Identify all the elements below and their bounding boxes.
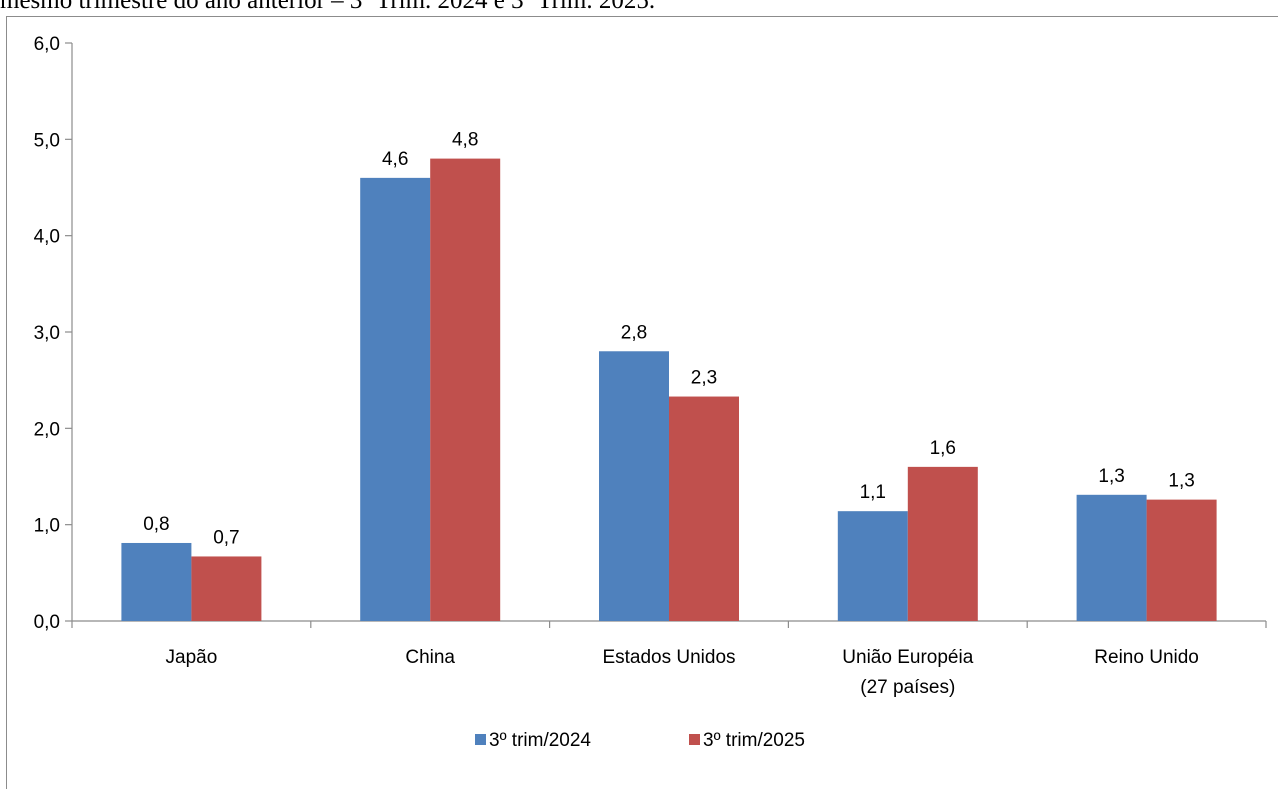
figure-caption: mesmo trimestre do ano anterior – 3º Tri… — [0, 0, 656, 14]
bar — [430, 158, 501, 621]
bar — [907, 466, 978, 621]
y-tick-label: 5,0 — [34, 130, 60, 151]
category-label: (27 países) — [860, 677, 955, 698]
bar — [360, 177, 431, 621]
data-label: 1,1 — [860, 482, 886, 503]
data-label: 1,3 — [1168, 471, 1194, 492]
category-label: China — [405, 647, 455, 668]
y-tick-label: 3,0 — [34, 323, 60, 344]
bar — [121, 542, 192, 621]
y-tick-label: 1,0 — [34, 516, 60, 537]
legend-swatch — [689, 734, 700, 745]
data-label: 4,6 — [382, 149, 408, 170]
category-label: Estados Unidos — [602, 647, 735, 668]
y-tick-label: 0,0 — [34, 612, 60, 633]
data-label: 2,8 — [621, 322, 647, 343]
bar — [599, 351, 669, 621]
legend-label: 3º trim/2024 — [489, 730, 591, 751]
chart-frame — [6, 16, 1278, 789]
bar — [1076, 494, 1147, 621]
category-label: Reino Unido — [1094, 647, 1199, 668]
category-label: Japão — [166, 647, 218, 668]
data-label: 4,8 — [452, 130, 478, 151]
data-label: 1,6 — [930, 438, 956, 459]
bar — [1146, 499, 1217, 621]
legend-label: 3º trim/2025 — [703, 730, 805, 751]
bar — [669, 396, 739, 621]
bar — [191, 556, 262, 621]
y-tick-label: 4,0 — [34, 227, 60, 248]
y-tick-label: 6,0 — [34, 34, 60, 55]
category-label: União Européia — [842, 647, 973, 668]
data-label: 1,3 — [1098, 466, 1124, 487]
y-tick-label: 2,0 — [34, 419, 60, 440]
data-label: 2,3 — [691, 368, 717, 389]
data-label: 0,7 — [213, 527, 239, 548]
legend-swatch — [475, 734, 486, 745]
bar — [837, 511, 908, 621]
data-label: 0,8 — [143, 514, 169, 535]
